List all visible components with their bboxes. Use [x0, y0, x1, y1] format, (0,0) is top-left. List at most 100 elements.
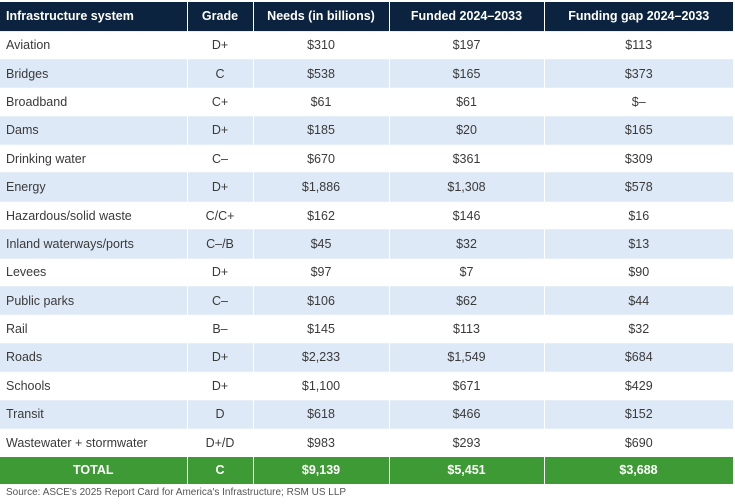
funded-cell: $197	[389, 30, 545, 60]
system-cell: Schools	[0, 371, 188, 401]
funding-gap-cell: $32	[544, 314, 733, 344]
header-funded: Funded 2024–2033	[389, 2, 545, 31]
total-row: TOTAL C $9,139 $5,451 $3,688	[0, 456, 734, 484]
grade-cell: D+	[187, 30, 254, 60]
needs-cell: $670	[253, 144, 390, 173]
needs-cell: $983	[253, 427, 390, 457]
needs-cell: $97	[253, 257, 390, 287]
grade-cell: C–	[187, 144, 254, 173]
needs-cell: $45	[253, 229, 390, 259]
needs-cell: $61	[253, 87, 390, 117]
funding-gap-cell: $90	[544, 257, 733, 287]
needs-cell: $162	[253, 200, 390, 230]
funded-cell: $61	[389, 87, 545, 117]
funded-cell: $20	[389, 115, 545, 145]
table-row: Dams D+ $185 $20 $165	[0, 115, 733, 145]
grade-cell: D+	[187, 342, 254, 372]
total-label: TOTAL	[0, 456, 188, 484]
needs-cell: $538	[253, 58, 390, 88]
needs-cell: $145	[253, 314, 390, 344]
system-cell: Inland waterways/ports	[0, 229, 188, 259]
funding-gap-cell: $429	[544, 371, 733, 401]
grade-cell: D	[187, 399, 254, 429]
funding-gap-cell: $13	[544, 229, 733, 259]
table-row: Levees D+ $97 $7 $90	[0, 257, 733, 287]
grade-cell: C	[187, 58, 254, 88]
system-cell: Transit	[0, 399, 188, 429]
funded-cell: $293	[389, 427, 545, 457]
grade-cell: B–	[187, 314, 254, 344]
needs-cell: $310	[253, 30, 390, 60]
needs-cell: $185	[253, 115, 390, 145]
funded-cell: $7	[389, 257, 545, 287]
table-row: Transit D $618 $466 $152	[0, 399, 733, 429]
funding-gap-cell: $16	[544, 200, 733, 230]
grade-cell: D+/D	[187, 427, 254, 457]
system-cell: Broadband	[0, 87, 188, 117]
system-cell: Dams	[0, 115, 188, 145]
needs-cell: $618	[253, 399, 390, 429]
system-cell: Energy	[0, 172, 188, 202]
funding-gap-cell: $–	[544, 87, 733, 117]
table-row: Inland waterways/ports C–/B $45 $32 $13	[0, 229, 733, 259]
table-row: Public parks C– $106 $62 $44	[0, 286, 733, 315]
funded-cell: $146	[389, 200, 545, 230]
funded-cell: $1,549	[389, 342, 545, 372]
needs-cell: $106	[253, 286, 390, 315]
table-row: Schools D+ $1,100 $671 $429	[0, 371, 733, 401]
header-grade: Grade	[187, 2, 254, 31]
header-needs: Needs (in billions)	[253, 2, 390, 31]
system-cell: Hazardous/solid waste	[0, 200, 188, 230]
funded-cell: $62	[389, 286, 545, 315]
table-row: Hazardous/solid waste C/C+ $162 $146 $16	[0, 200, 733, 230]
total-needs: $9,139	[253, 456, 390, 484]
funding-gap-cell: $309	[544, 144, 733, 173]
table-row: Bridges C $538 $165 $373	[0, 58, 733, 88]
funding-gap-cell: $373	[544, 58, 733, 88]
grade-cell: C+	[187, 87, 254, 117]
table-row: Aviation D+ $310 $197 $113	[0, 30, 733, 60]
grade-cell: C/C+	[187, 200, 254, 230]
system-cell: Bridges	[0, 58, 188, 88]
grade-cell: D+	[187, 257, 254, 287]
total-grade: C	[187, 456, 254, 484]
funding-gap-cell: $113	[544, 30, 733, 60]
funded-cell: $1,308	[389, 172, 545, 202]
funded-cell: $466	[389, 399, 545, 429]
funded-cell: $165	[389, 58, 545, 88]
infrastructure-funding-table: Infrastructure system Grade Needs (in bi…	[0, 2, 734, 484]
system-cell: Levees	[0, 257, 188, 287]
table-row: Wastewater + stormwater D+/D $983 $293 $690	[0, 427, 733, 457]
grade-cell: C–	[187, 286, 254, 315]
funded-cell: $361	[389, 144, 545, 173]
grade-cell: D+	[187, 115, 254, 145]
funding-gap-cell: $165	[544, 115, 733, 145]
funded-cell: $32	[389, 229, 545, 259]
system-cell: Public parks	[0, 286, 188, 315]
funding-gap-cell: $684	[544, 342, 733, 372]
table-row: Rail B– $145 $113 $32	[0, 314, 733, 344]
total-funding-gap: $3,688	[544, 456, 734, 484]
grade-cell: D+	[187, 371, 254, 401]
table-header-row: Infrastructure system Grade Needs (in bi…	[0, 2, 733, 31]
funding-gap-cell: $44	[544, 286, 733, 315]
grade-cell: C–/B	[187, 229, 254, 259]
system-cell: Aviation	[0, 30, 188, 60]
header-infrastructure-system: Infrastructure system	[0, 2, 188, 31]
funded-cell: $113	[389, 314, 545, 344]
funding-gap-cell: $152	[544, 399, 733, 429]
table-row: Broadband C+ $61 $61 $–	[0, 87, 733, 117]
table-row: Energy D+ $1,886 $1,308 $578	[0, 172, 733, 202]
source-note: Source: ASCE's 2025 Report Card for Amer…	[6, 487, 347, 498]
funded-cell: $671	[389, 371, 545, 401]
system-cell: Wastewater + stormwater	[0, 427, 188, 457]
needs-cell: $2,233	[253, 342, 390, 372]
header-funding-gap: Funding gap 2024–2033	[568, 9, 710, 24]
table-row: Roads D+ $2,233 $1,549 $684	[0, 342, 733, 372]
funding-gap-cell: $578	[544, 172, 733, 202]
total-funded: $5,451	[389, 456, 545, 484]
needs-cell: $1,100	[253, 371, 390, 401]
needs-cell: $1,886	[253, 172, 390, 202]
table-body: Aviation D+ $310 $197 $113 Bridges C $538 $165 $3…	[0, 30, 734, 484]
